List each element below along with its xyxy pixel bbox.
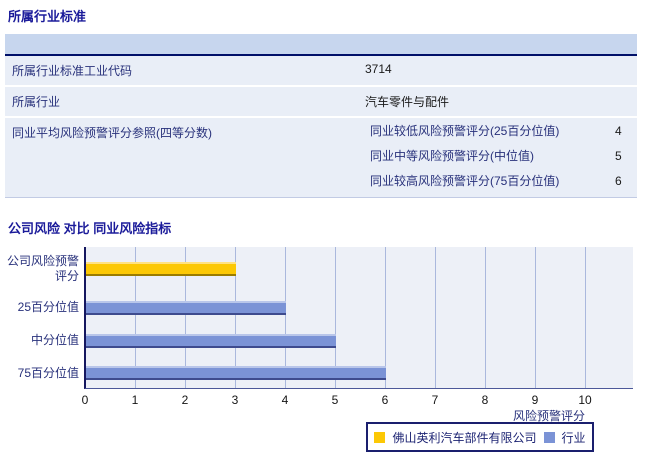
row-label: 同业平均风险预警评分参照(四等分数) xyxy=(12,126,212,140)
subrow-value: 5 xyxy=(615,149,622,163)
chart-plot-area xyxy=(84,247,633,389)
bar-industry-percentile xyxy=(86,333,336,348)
company-legend-label: 佛山英利汽车部件有限公司 xyxy=(392,430,537,445)
category-label: 75百分位值 xyxy=(17,365,79,380)
industry-standard-table: 所属行业标准工业代码 3714 所属行业 汽车零件与配件 同业平均风险预警评分参… xyxy=(5,34,637,198)
x-tick-label: 7 xyxy=(431,393,439,407)
row-label: 所属行业 xyxy=(12,95,61,109)
table-subrow: 同业中等风险预警评分(中位值) 5 xyxy=(365,144,637,169)
company-legend-swatch xyxy=(374,431,386,443)
gridline xyxy=(485,247,486,388)
subrow-value: 6 xyxy=(615,174,622,188)
table-row: 所属行业标准工业代码 3714 xyxy=(5,56,637,87)
gridline xyxy=(285,247,286,388)
bar-industry-percentile xyxy=(86,300,286,315)
x-tick-label: 10 xyxy=(578,393,592,407)
x-tick-label: 4 xyxy=(281,393,289,407)
category-label: 25百分位值 xyxy=(17,300,79,314)
risk-comparison-bar-chart: 风险预警评分 佛山英利汽车部件有限公司 行业 公司风险预警 评分 25百分位值中分… xyxy=(5,237,657,457)
gridline xyxy=(385,247,386,388)
bar-company-score xyxy=(86,262,236,276)
table-row: 同业平均风险预警评分参照(四等分数) 同业较低风险预警评分(25百分位值) 4 … xyxy=(5,118,637,198)
x-axis-label: 风险预警评分 xyxy=(512,409,585,423)
subrow-label: 同业较低风险预警评分(25百分位值) xyxy=(370,124,560,138)
industry-legend-swatch xyxy=(543,431,555,443)
x-tick-label: 5 xyxy=(331,393,339,407)
table-header-band xyxy=(5,34,637,56)
subrow-label: 同业较高风险预警评分(75百分位值) xyxy=(370,174,560,188)
chart-legend: 佛山英利汽车部件有限公司 行业 xyxy=(366,422,594,452)
x-tick-label: 9 xyxy=(531,393,539,407)
x-tick-label: 8 xyxy=(481,393,489,407)
subrow-label: 同业中等风险预警评分(中位值) xyxy=(370,149,534,163)
x-tick-label: 1 xyxy=(131,393,139,407)
row-value: 3714 xyxy=(365,62,392,76)
x-tick-label: 0 xyxy=(81,393,89,407)
x-tick-label: 3 xyxy=(231,393,239,407)
gridline xyxy=(135,247,136,388)
bar-industry-percentile xyxy=(86,366,386,380)
x-tick-label: 6 xyxy=(381,393,389,407)
row-value: 汽车零件与配件 xyxy=(365,95,450,109)
gridline xyxy=(235,247,236,388)
gridline xyxy=(185,247,186,388)
category-label: 中分位值 xyxy=(30,333,79,347)
gridline xyxy=(535,247,536,388)
gridline xyxy=(585,247,586,388)
industry-legend-label: 行业 xyxy=(561,430,586,445)
table-subrow: 同业较低风险预警评分(25百分位值) 4 xyxy=(365,119,637,144)
section-title-industry-standard: 所属行业标准 xyxy=(8,9,87,24)
gridline xyxy=(335,247,336,388)
row-label: 所属行业标准工业代码 xyxy=(12,64,133,78)
x-tick-label: 2 xyxy=(181,393,189,407)
category-label: 公司风险预警 评分 xyxy=(6,254,79,283)
section-title-risk-comparison: 公司风险 对比 同业风险指标 xyxy=(8,221,172,236)
quartile-subrows: 同业较低风险预警评分(25百分位值) 4 同业中等风险预警评分(中位值) 5 同… xyxy=(365,118,637,197)
gridline xyxy=(435,247,436,388)
subrow-value: 4 xyxy=(615,124,622,138)
table-row: 所属行业 汽车零件与配件 xyxy=(5,87,637,118)
table-subrow: 同业较高风险预警评分(75百分位值) 6 xyxy=(365,169,637,194)
